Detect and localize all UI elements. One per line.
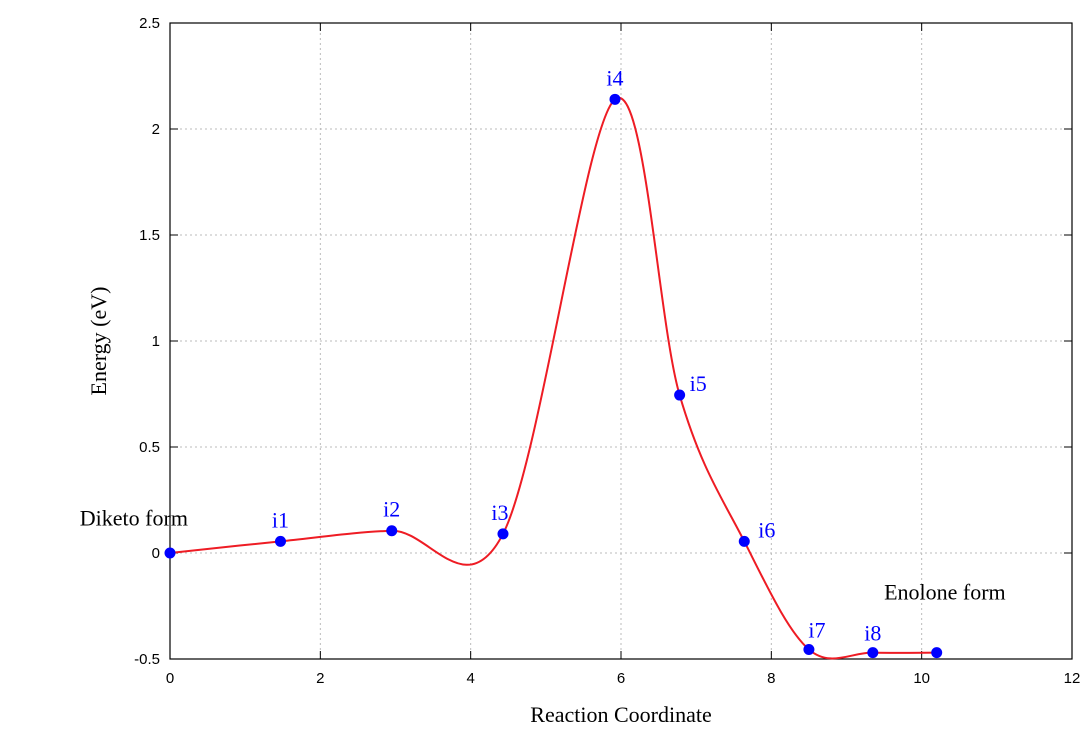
point-label-i7: i7 — [808, 617, 825, 642]
x-tick-label: 8 — [767, 670, 775, 687]
data-point — [931, 647, 943, 659]
point-label-i2: i2 — [383, 497, 400, 522]
annotations: Diketo form Enolone form — [80, 505, 1006, 604]
point-label-i4: i4 — [606, 65, 623, 90]
annotation-label: Diketo form — [80, 505, 188, 530]
x-tick-label: 0 — [166, 670, 174, 687]
x-tick-label: 10 — [913, 670, 930, 687]
annotation-label: Enolone form — [884, 580, 1006, 605]
x-axis-title: Reaction Coordinate — [530, 702, 711, 727]
x-tick-label: 6 — [617, 670, 625, 687]
y-tick-label: 2 — [152, 121, 160, 138]
data-point — [674, 389, 686, 401]
data-points — [164, 93, 943, 659]
point-label-i6: i6 — [758, 517, 775, 542]
y-tick-label: 1 — [152, 333, 160, 350]
grid-lines — [170, 23, 1072, 659]
data-point — [164, 547, 176, 559]
y-axis-title: Energy (eV) — [86, 287, 111, 396]
x-tick-label: 2 — [316, 670, 324, 687]
y-tick-label: 1.5 — [139, 227, 160, 244]
data-point — [609, 93, 621, 105]
point-label-i1: i1 — [272, 507, 289, 532]
y-tick-label: 0 — [152, 545, 160, 562]
x-tick-label: 12 — [1064, 670, 1081, 687]
energy-curve — [169, 96, 937, 660]
point-labels: i1 i2 i3 i4 i5 i6 i7 i8 — [272, 65, 881, 645]
axis-ticks — [169, 22, 1073, 660]
y-tick-label: 2.5 — [139, 15, 160, 32]
point-label-i3: i3 — [491, 500, 508, 525]
point-label-i8: i8 — [864, 621, 881, 646]
data-point — [274, 535, 286, 547]
x-tick-label: 4 — [466, 670, 474, 687]
data-point — [867, 647, 879, 659]
data-point — [803, 643, 815, 655]
data-point — [386, 525, 398, 537]
point-label-i5: i5 — [690, 371, 707, 396]
data-point — [738, 535, 750, 547]
tick-labels: 0 2 4 6 8 10 12 -0.5 0 0.5 1 1.5 2 2.5 — [134, 15, 1080, 687]
y-tick-label: -0.5 — [134, 651, 160, 668]
y-tick-label: 0.5 — [139, 439, 160, 456]
data-point — [497, 528, 509, 540]
